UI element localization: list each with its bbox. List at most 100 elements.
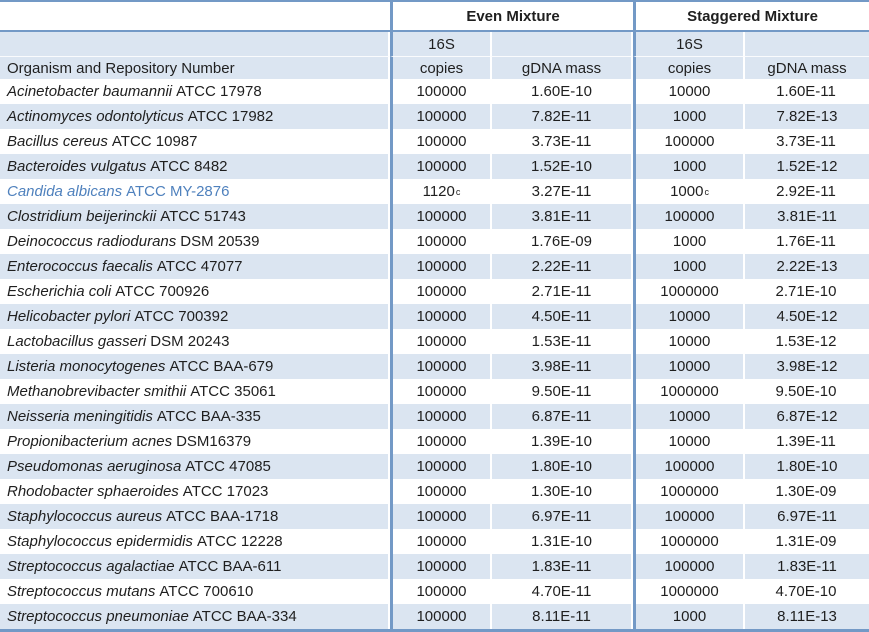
- organism-cell: Staphylococcus epidermidis ATCC 12228: [7, 533, 283, 550]
- staggered-gdna-mass-cell: 1.76E-11: [776, 233, 836, 250]
- staggered-gdna-mass-cell: 1.31E-09: [775, 533, 837, 550]
- organism-cell: Helicobacter pylori ATCC 700392: [0, 304, 390, 329]
- table-row: Neisseria meningitidis ATCC BAA-335 100000…: [0, 404, 869, 429]
- table-header-sub-row-2: Organism and Repository Number copies gD…: [0, 56, 869, 79]
- organism-cell: Deinococcus radiodurans DSM 20539: [7, 233, 260, 250]
- staggered-16s-copies-cell: 1000000: [633, 479, 743, 504]
- even-16s-copies-cell: 100000: [390, 604, 490, 629]
- table-header-groups: Even Mixture Staggered Mixture: [0, 2, 869, 32]
- even-16s-copies-cell: 100000: [390, 379, 490, 404]
- even-gdna-spacer: [490, 32, 633, 56]
- even-gdna-mass-cell: 2.71E-11: [531, 283, 592, 300]
- even-16s-copies-cell: 100000: [390, 354, 490, 379]
- even-16s-copies-cell: 100000: [390, 154, 490, 179]
- even-gdna-mass-cell: 9.50E-11: [531, 383, 592, 400]
- table-row: Deinococcus radiodurans DSM 20539 100000 1.…: [0, 229, 869, 254]
- even-16s-copies-cell: 100000: [390, 479, 490, 504]
- even-16s-copies-cell: 100000: [390, 554, 490, 579]
- even-gdna-mass-cell: 1.83E-11: [490, 554, 633, 579]
- staggered-gdna-mass-cell: 6.87E-12: [743, 404, 869, 429]
- staggered-gdna-mass-cell: 2.71E-10: [775, 283, 837, 300]
- staggered-gdna-mass-cell: 1.60E-11: [776, 83, 836, 100]
- table-row: Bacillus cereus ATCC 10987 100000 3.73E-11 1…: [0, 129, 869, 154]
- organism-cell: Escherichia coli ATCC 700926: [7, 283, 210, 300]
- organism-cell: Clostridium beijerinckii ATCC 51743: [0, 204, 390, 229]
- even-gdna-mass-cell: 6.87E-11: [490, 404, 633, 429]
- staggered-16s-copies-cell: 1000: [633, 254, 743, 279]
- organism-cell: Enterococcus faecalis ATCC 47077: [0, 254, 390, 279]
- table-row: Propionibacterium acnes DSM16379 100000 1.3…: [0, 429, 869, 454]
- organism-cell: Streptococcus pneumoniae ATCC BAA-334: [0, 604, 390, 629]
- even-16s-copies-cell: 100000: [390, 129, 490, 154]
- staggered-16s-copies-cell: 10000: [633, 304, 743, 329]
- organism-cell: Listeria monocytogenes ATCC BAA-679: [0, 354, 390, 379]
- staggered-gdna-spacer: [743, 32, 869, 56]
- staggered-gdna-mass-cell: 4.50E-12: [743, 304, 869, 329]
- staggered-gdna-mass-cell: 1.30E-09: [775, 483, 837, 500]
- even-gdna-mass-cell: 1.30E-10: [531, 483, 592, 500]
- even-16s-copies-cell: 100000: [390, 204, 490, 229]
- staggered-16s-copies-cell: 1000 c: [633, 179, 743, 204]
- staggered-16s-copies-cell: 1000: [633, 154, 743, 179]
- staggered-16s-copies-cell: 100000: [633, 504, 743, 529]
- staggered-16s-copies-cell: 1000: [633, 229, 743, 254]
- staggered-16s-label: 16S: [633, 32, 743, 56]
- table-row: Acinetobacter baumannii ATCC 17978 100000 1…: [0, 79, 869, 104]
- even-16s-copies-cell: 100000: [390, 429, 490, 454]
- organism-cell: Methanobrevibacter smithii ATCC 35061: [7, 383, 276, 400]
- even-gdna-mass-cell: 7.82E-11: [490, 104, 633, 129]
- even-16s-copies-cell: 1120 c: [390, 179, 490, 204]
- even-16s-copies-cell: 100000: [390, 504, 490, 529]
- organism-cell: Lactobacillus gasseri DSM 20243: [7, 333, 230, 350]
- table-row: Staphylococcus epidermidis ATCC 12228 1000…: [0, 529, 869, 554]
- even-gdna-mass-cell: 8.11E-11: [490, 604, 633, 629]
- table-row: Staphylococcus aureus ATCC BAA-1718 100000…: [0, 504, 869, 529]
- staggered-gdna-mass-cell: 1.83E-11: [743, 554, 869, 579]
- staggered-16s-copies-cell: 1000000: [633, 379, 743, 404]
- even-gdna-mass-cell: 1.53E-11: [531, 333, 592, 350]
- table-row: Methanobrevibacter smithii ATCC 35061 1000…: [0, 379, 869, 404]
- even-16s-copies-cell: 100000: [390, 279, 490, 304]
- even-gdna-mass-cell: 2.22E-11: [490, 254, 633, 279]
- table-row: Lactobacillus gasseri DSM 20243 100000 1.53…: [0, 329, 869, 354]
- staggered-16s-copies-cell: 100000: [633, 129, 743, 154]
- organism-cell: Bacillus cereus ATCC 10987: [7, 133, 198, 150]
- organism-cell: Acinetobacter baumannii ATCC 17978: [7, 83, 262, 100]
- even-16s-copies-cell: 100000: [390, 104, 490, 129]
- even-16s-copies-cell: 100000: [390, 329, 490, 354]
- organism-cell: Bacteroides vulgatus ATCC 8482: [0, 154, 390, 179]
- even-16s-copies-cell: 100000: [390, 454, 490, 479]
- table-body: Acinetobacter baumannii ATCC 17978 100000 1…: [0, 79, 869, 629]
- staggered-gdna-mass-cell: 2.22E-13: [743, 254, 869, 279]
- even-16s-copies-cell: 100000: [390, 79, 490, 104]
- organism-cell: Pseudomonas aeruginosa ATCC 47085: [0, 454, 390, 479]
- organism-header-spacer: [0, 32, 390, 56]
- table-header-sub-row-1: 16S 16S: [0, 32, 869, 56]
- even-mixture-header: Even Mixture: [390, 2, 633, 32]
- even-16s-copies-cell: 100000: [390, 529, 490, 554]
- table-row: Rhodobacter sphaeroides ATCC 17023 100000 1…: [0, 479, 869, 504]
- staggered-copies-label: copies: [633, 56, 743, 79]
- staggered-gdna-mass-cell: 1.80E-10: [743, 454, 869, 479]
- organism-cell: Actinomyces odontolyticus ATCC 17982: [0, 104, 390, 129]
- even-gdna-mass-cell: 1.52E-10: [490, 154, 633, 179]
- even-gdna-mass-label: gDNA mass: [490, 56, 633, 79]
- staggered-gdna-mass-cell: 1.52E-12: [743, 154, 869, 179]
- even-gdna-mass-cell: 1.76E-09: [531, 233, 592, 250]
- organism-cell: Rhodobacter sphaeroides ATCC 17023: [7, 483, 269, 500]
- table-row: Helicobacter pylori ATCC 700392 100000 4.50…: [0, 304, 869, 329]
- organism-column-header: Organism and Repository Number: [0, 56, 390, 79]
- staggered-mixture-header: Staggered Mixture: [633, 2, 869, 32]
- organism-cell: Neisseria meningitidis ATCC BAA-335: [0, 404, 390, 429]
- staggered-gdna-mass-cell: 1.53E-12: [775, 333, 837, 350]
- staggered-16s-copies-cell: 100000: [633, 554, 743, 579]
- staggered-16s-copies-cell: 100000: [633, 454, 743, 479]
- even-gdna-mass-cell: 3.73E-11: [531, 133, 592, 150]
- table-row: Streptococcus agalactiae ATCC BAA-611 1000…: [0, 554, 869, 579]
- staggered-gdna-mass-cell: 9.50E-10: [775, 383, 837, 400]
- staggered-16s-copies-cell: 1000: [633, 104, 743, 129]
- even-16s-copies-cell: 100000: [390, 254, 490, 279]
- staggered-gdna-mass-cell: 3.81E-11: [743, 204, 869, 229]
- staggered-16s-copies-cell: 10000: [633, 404, 743, 429]
- even-16s-copies-cell: 100000: [390, 404, 490, 429]
